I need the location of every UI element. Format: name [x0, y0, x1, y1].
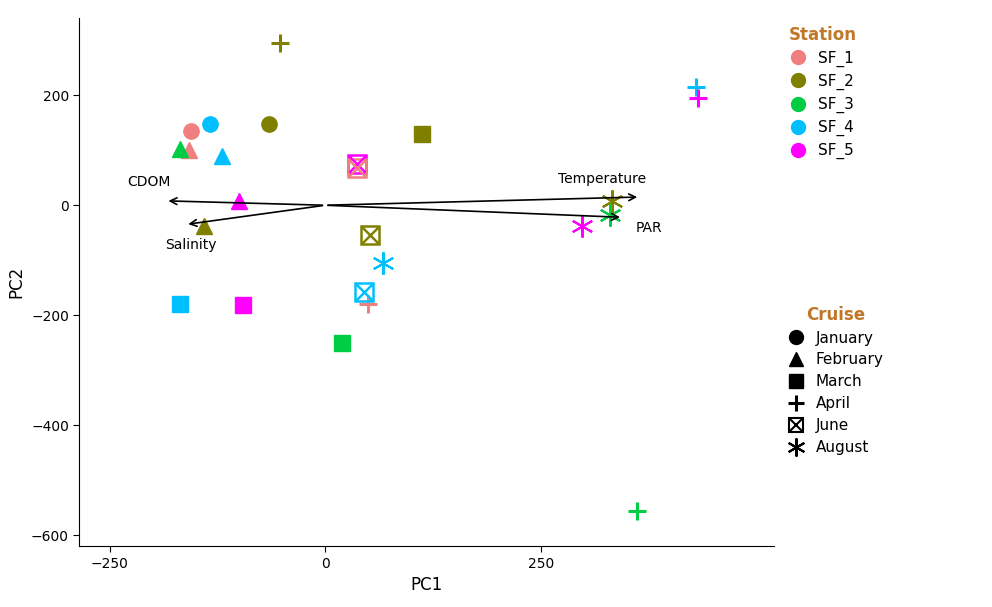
Y-axis label: PC2: PC2	[7, 266, 26, 299]
Text: CDOM: CDOM	[127, 175, 171, 189]
Text: Temperature: Temperature	[558, 172, 646, 186]
Text: Salinity: Salinity	[166, 238, 217, 252]
Text: PAR: PAR	[636, 222, 663, 236]
X-axis label: PC1: PC1	[411, 576, 442, 594]
Legend: January, February, March, April, June, August: January, February, March, April, June, A…	[789, 306, 884, 455]
